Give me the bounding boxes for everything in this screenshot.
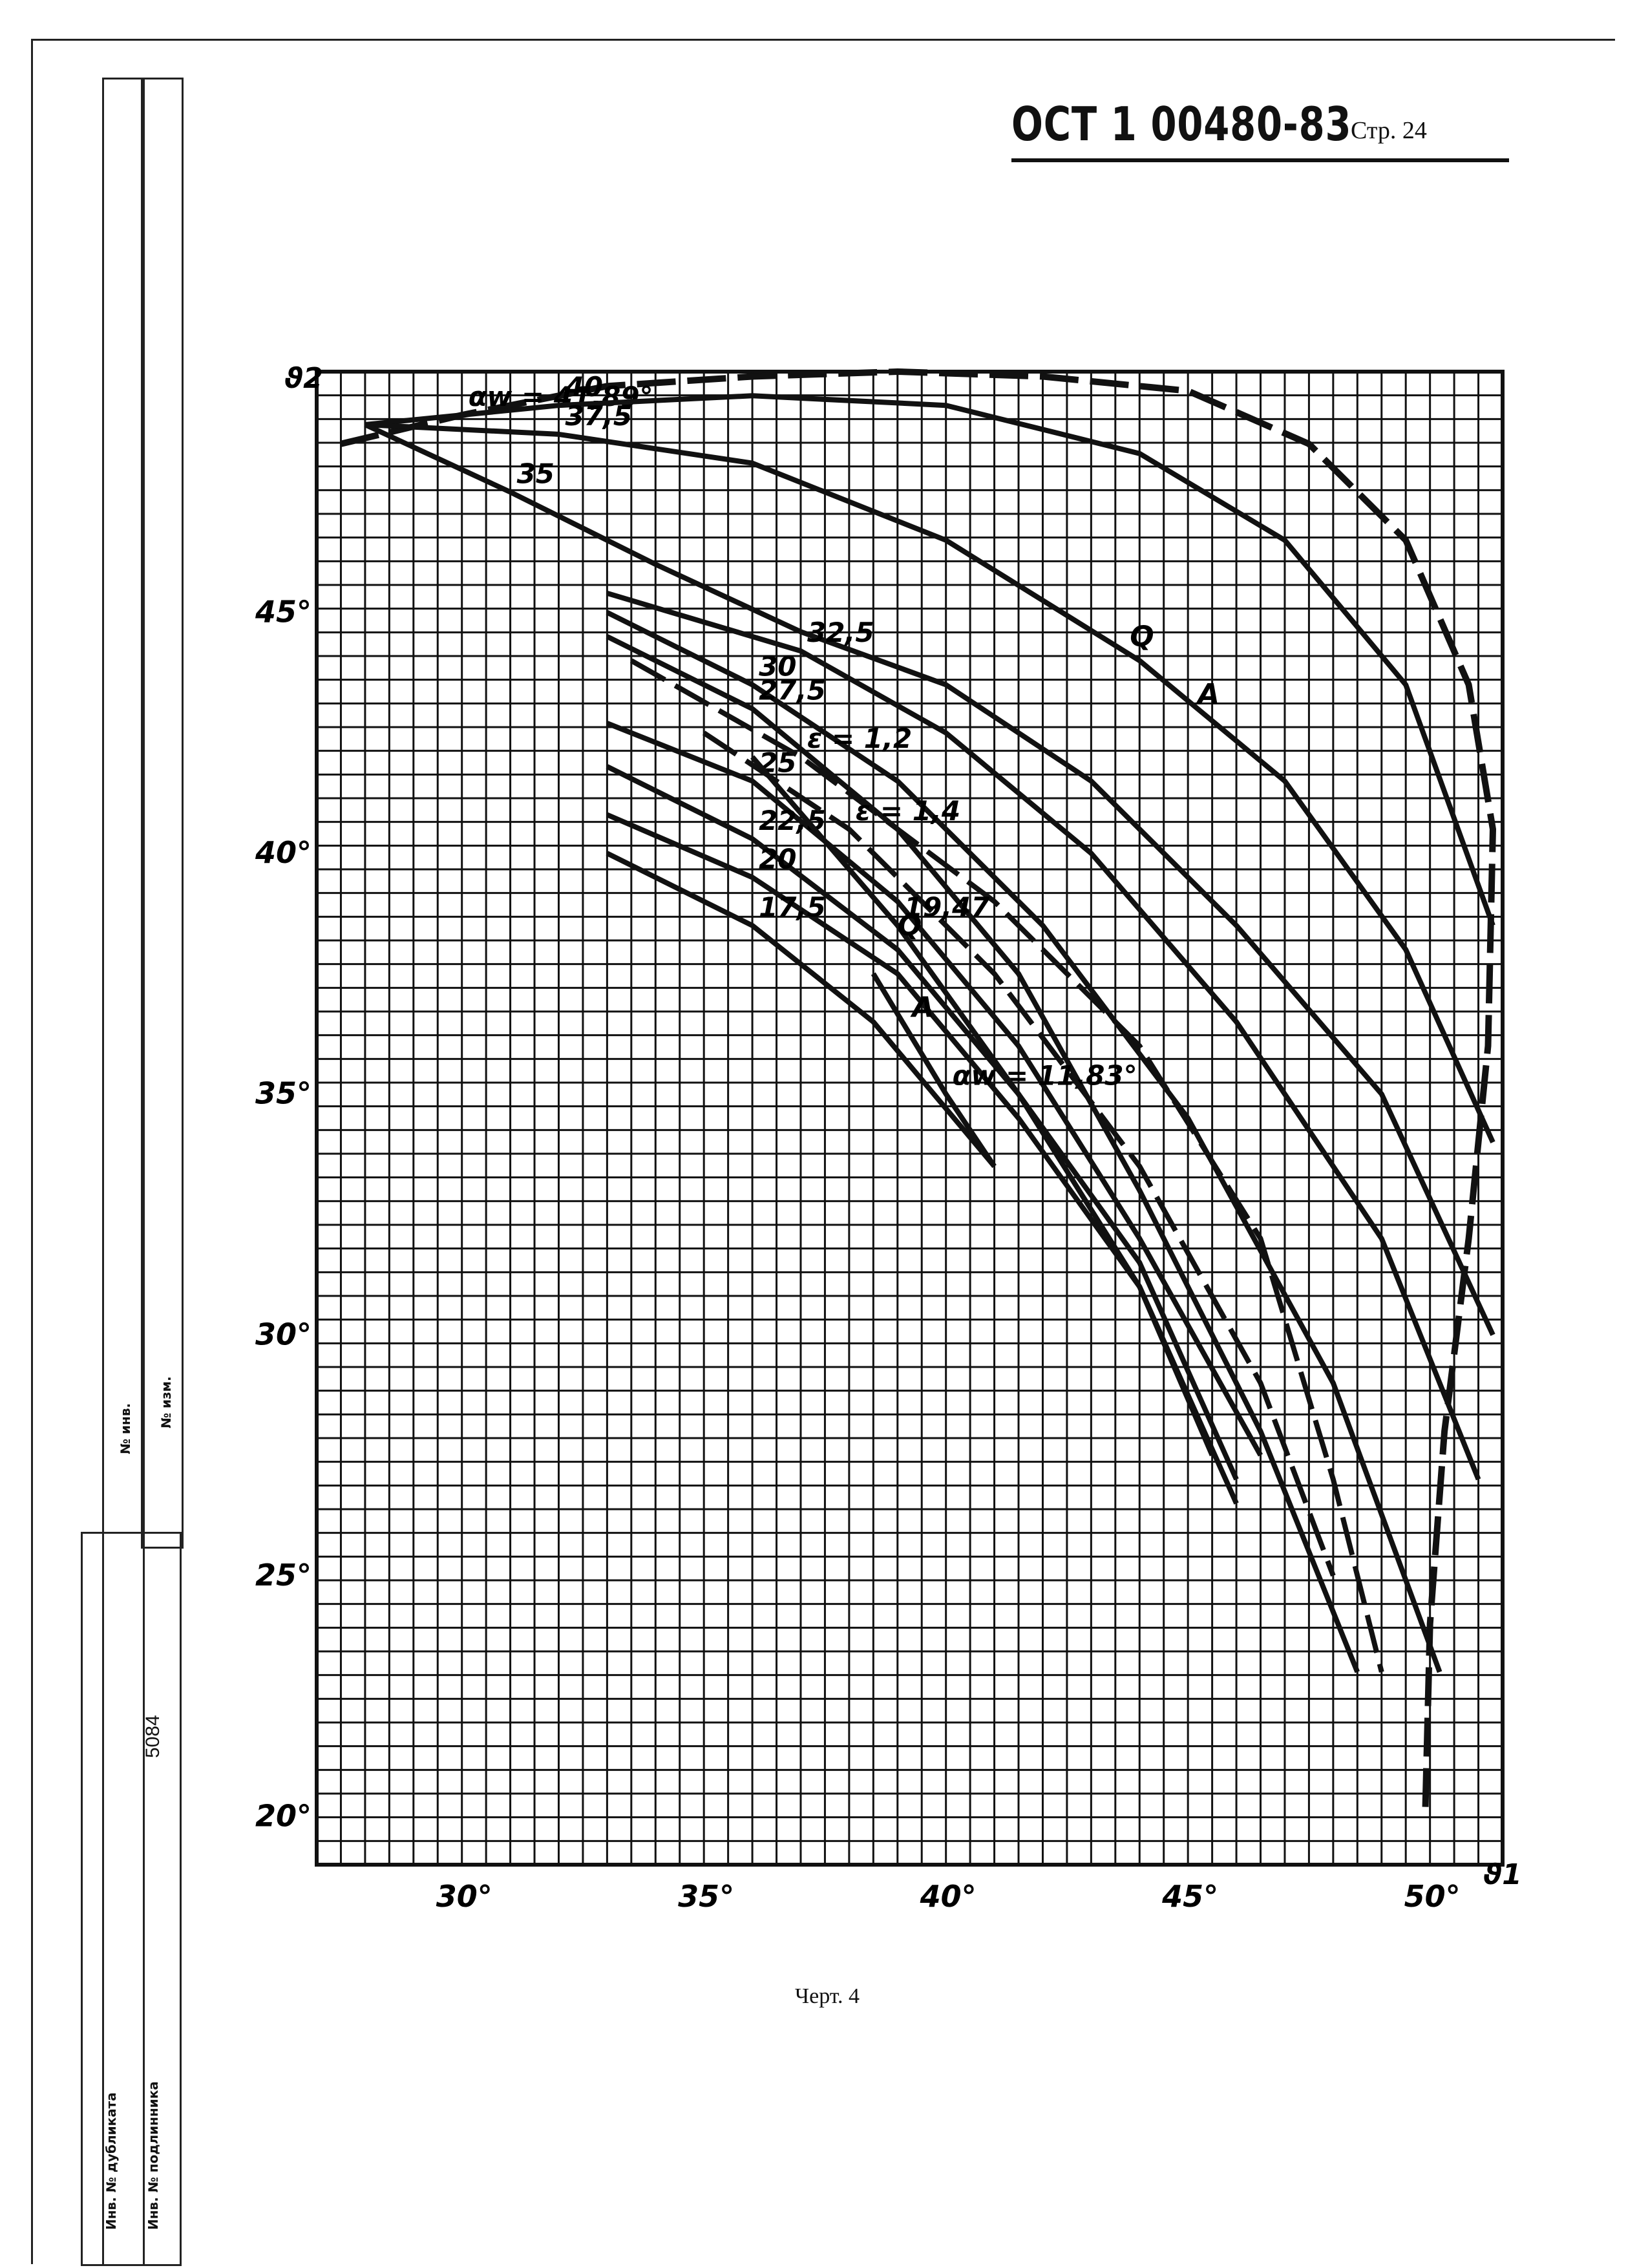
header-rule	[1011, 158, 1509, 162]
series-label: 37,5	[565, 400, 632, 432]
series-label: 40	[564, 371, 602, 403]
series-line	[606, 610, 1442, 1673]
plot-frame	[315, 370, 1505, 1867]
y-axis-label: ϑ2	[284, 362, 323, 395]
series-line	[364, 422, 1495, 1336]
figure-caption: Черт. 4	[795, 1984, 860, 2008]
x-axis-label: ϑ1	[1483, 1858, 1522, 1891]
series-line	[364, 393, 1495, 927]
x-tick-label: 45°	[1161, 1879, 1218, 1914]
stamp-column-inner	[141, 78, 184, 1549]
series-label: ε = 1,4	[856, 795, 960, 827]
x-tick-label: 35°	[678, 1879, 734, 1914]
series-line	[606, 851, 997, 1169]
chart-grid	[315, 370, 1505, 1867]
series-line	[364, 422, 1495, 1143]
series-label: ε = 1,2	[807, 723, 912, 754]
series-label: 35	[517, 458, 555, 489]
series-label: 27,5	[759, 675, 826, 706]
x-tick-label: 40°	[920, 1879, 977, 1914]
point-marker-label: Q	[898, 909, 922, 942]
chart-series: αw = 41,89°4037,53532,53027,52522,52017,…	[340, 368, 1496, 1817]
stamp-box-lower	[81, 1532, 182, 2266]
y-tick-label: 25°	[255, 1558, 312, 1593]
series-label: 32,5	[807, 617, 874, 648]
point-marker-label: A	[910, 991, 934, 1024]
series-label: αw = 11,83°	[953, 1060, 1137, 1092]
chart-ticks: 30° 35° 40° 45° 50° 20° 25° 30° 35° 40° 45°	[255, 595, 1461, 1914]
series-line	[606, 721, 1263, 1457]
doc-code: ОСТ 1 00480-83	[1011, 97, 1352, 151]
series-line	[340, 368, 1496, 1817]
y-tick-label: 45°	[255, 595, 312, 630]
page-frame	[31, 39, 1615, 2264]
series-line	[750, 755, 1239, 1505]
y-tick-label: 20°	[255, 1798, 312, 1833]
x-tick-label: 30°	[436, 1879, 492, 1914]
point-marker-label: A	[1196, 678, 1220, 711]
point-marker-label: Q	[1130, 620, 1154, 653]
series-line	[871, 972, 997, 1168]
page-label: Стр. 24	[1351, 117, 1427, 144]
series-label: 30	[759, 650, 796, 682]
y-tick-label: 35°	[255, 1076, 312, 1111]
series-line	[629, 658, 1384, 1673]
y-tick-label: 30°	[255, 1317, 312, 1351]
series-label: 20	[759, 843, 796, 874]
doc-header: ОСТ 1 00480-83 Стр. 24	[1011, 97, 1509, 168]
series-line	[606, 764, 1239, 1481]
series-label: 19,47	[904, 891, 991, 923]
series-line	[606, 590, 1481, 1481]
x-tick-label: 50°	[1404, 1879, 1461, 1914]
series-label: 17,5	[759, 891, 826, 923]
y-tick-label: 40°	[255, 835, 312, 870]
series-line	[606, 634, 1360, 1673]
